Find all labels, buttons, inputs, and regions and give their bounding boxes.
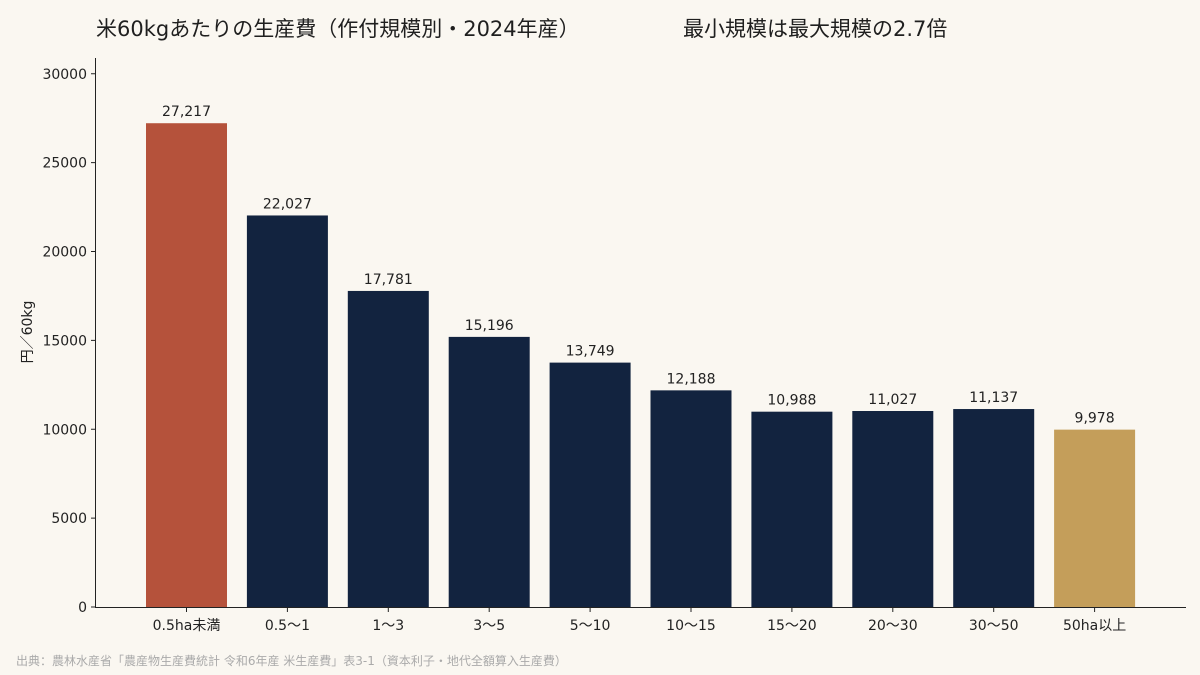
category-label: 20〜30 [868, 618, 918, 634]
category-label: 30〜50 [969, 618, 1019, 634]
y-tick-label: 0 [78, 600, 87, 616]
bar [650, 390, 732, 607]
y-tick-label: 10000 [42, 422, 87, 438]
value-label: 11,027 [868, 392, 917, 408]
y-axis-label: 円／60kg [20, 301, 36, 364]
bars [146, 123, 1136, 607]
bar [1054, 429, 1136, 607]
bar [549, 362, 631, 607]
category-label: 0.5〜1 [265, 618, 310, 634]
x-axis-labels: 0.5ha未満 0.5〜1 1〜3 3〜5 5〜10 10〜15 15〜20 20〜30 30〜… [153, 607, 1126, 634]
y-tick-label: 15000 [42, 333, 87, 349]
bar [852, 410, 934, 607]
value-label: 17,781 [364, 272, 413, 288]
bar [751, 411, 833, 607]
value-label: 15,196 [465, 318, 514, 334]
bar [448, 336, 530, 607]
value-label: 9,978 [1075, 411, 1115, 427]
y-axis-ticks: 0 5000 10000 15000 20000 25000 30000 [42, 67, 96, 616]
category-label: 5〜10 [570, 618, 611, 634]
value-label: 12,188 [667, 371, 716, 387]
category-label: 0.5ha未満 [153, 618, 221, 634]
bar [246, 215, 328, 607]
category-label: 50ha以上 [1063, 618, 1126, 634]
y-tick-label: 25000 [42, 156, 87, 172]
chart-title: 米60kgあたりの生産費（作付規模別・2024年産） [96, 17, 580, 41]
value-label: 27,217 [162, 104, 211, 120]
y-tick-label: 30000 [42, 67, 87, 83]
bar [953, 409, 1035, 607]
y-tick-label: 20000 [42, 245, 87, 261]
value-label: 11,137 [969, 390, 1018, 406]
value-label: 13,749 [566, 344, 615, 360]
bar [347, 290, 429, 607]
category-label: 10〜15 [666, 618, 716, 634]
value-label: 22,027 [263, 196, 312, 212]
bar [146, 123, 227, 607]
value-label: 10,988 [767, 393, 816, 409]
category-label: 3〜5 [473, 618, 505, 634]
category-label: 15〜20 [767, 618, 817, 634]
category-label: 1〜3 [372, 618, 404, 634]
chart-subtitle: 最小規模は最大規模の2.7倍 [683, 17, 947, 41]
value-labels: 27,217 22,027 17,781 15,196 13,749 12,188 10,9… [162, 104, 1115, 426]
y-tick-label: 5000 [51, 511, 87, 527]
source-note: 出典：農林水産省「農産物生産費統計 令和6年産 米生産費」表3-1（資本利子・地… [16, 653, 567, 668]
